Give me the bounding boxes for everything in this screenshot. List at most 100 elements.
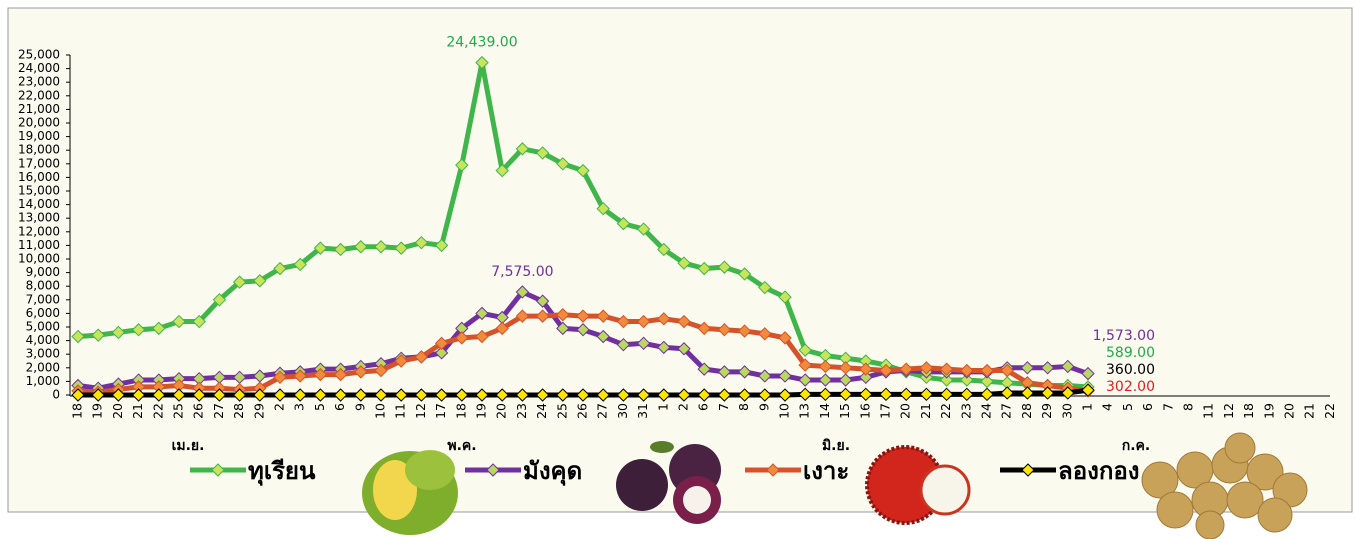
x-tick-label: 3 xyxy=(292,403,307,411)
x-tick-label: 25 xyxy=(171,403,186,419)
y-tick-label: 24,000 xyxy=(18,61,60,75)
x-tick-label: 12 xyxy=(1221,403,1236,419)
x-tick-label: 14 xyxy=(817,403,832,419)
x-tick-label: 21 xyxy=(918,403,933,419)
x-tick-label: 26 xyxy=(575,403,590,419)
y-tick-label: 15,000 xyxy=(18,184,60,198)
y-tick-label: 16,000 xyxy=(18,170,60,184)
month-label: เม.ย. xyxy=(172,438,205,454)
x-tick-label: 18 xyxy=(453,403,468,419)
y-tick-label: 20,000 xyxy=(18,116,60,130)
legend-label: เงาะ xyxy=(803,457,849,485)
x-tick-label: 6 xyxy=(1140,403,1155,411)
y-tick-label: 11,000 xyxy=(18,238,60,252)
y-tick-label: 10,000 xyxy=(18,252,60,266)
y-tick-label: 17,000 xyxy=(18,156,60,170)
data-label: 360.00 xyxy=(1106,362,1155,378)
data-label: 7,575.00 xyxy=(491,264,553,280)
y-tick-label: 21,000 xyxy=(18,102,60,116)
y-tick-label: 13,000 xyxy=(18,211,60,225)
x-tick-label: 15 xyxy=(837,403,852,419)
x-tick-label: 20 xyxy=(898,403,913,419)
y-tick-label: 1,000 xyxy=(26,374,60,388)
data-label: 302.00 xyxy=(1106,379,1155,395)
x-tick-label: 1 xyxy=(655,403,670,411)
x-tick-label: 30 xyxy=(615,403,630,419)
y-tick-label: 5,000 xyxy=(26,320,60,334)
y-tick-label: 25,000 xyxy=(18,48,60,62)
data-label: 1,573.00 xyxy=(1093,328,1155,344)
x-tick-label: 10 xyxy=(373,403,388,419)
x-tick-label: 18 xyxy=(1241,403,1256,419)
y-tick-label: 8,000 xyxy=(26,279,60,293)
x-tick-label: 13 xyxy=(797,403,812,419)
x-tick-label: 23 xyxy=(514,403,529,419)
x-tick-label: 8 xyxy=(1181,403,1196,411)
y-tick-label: 0 xyxy=(52,388,60,402)
x-tick-label: 22 xyxy=(1322,403,1337,419)
y-tick-label: 19,000 xyxy=(18,129,60,143)
data-label: 589.00 xyxy=(1106,345,1155,361)
data-label: 24,439.00 xyxy=(446,35,517,51)
x-tick-label: 2 xyxy=(676,403,691,411)
y-tick-label: 4,000 xyxy=(26,333,60,347)
x-tick-label: 7 xyxy=(716,403,731,411)
x-tick-label: 16 xyxy=(857,403,872,419)
x-tick-label: 23 xyxy=(958,403,973,419)
legend-label: ทุเรียน xyxy=(248,457,316,487)
x-tick-label: 24 xyxy=(979,403,994,419)
x-tick-label: 25 xyxy=(554,403,569,419)
y-tick-label: 12,000 xyxy=(18,224,60,238)
y-tick-label: 22,000 xyxy=(18,88,60,102)
x-tick-label: 27 xyxy=(595,403,610,419)
x-tick-label: 21 xyxy=(130,403,145,419)
x-tick-label: 26 xyxy=(191,403,206,419)
x-tick-label: 29 xyxy=(1039,403,1054,419)
x-tick-label: 11 xyxy=(393,403,408,419)
month-label: มิ.ย. xyxy=(822,438,850,454)
x-tick-label: 6 xyxy=(332,403,347,411)
month-label: พ.ค. xyxy=(447,438,476,454)
x-tick-label: 24 xyxy=(534,403,549,419)
x-tick-label: 19 xyxy=(474,403,489,419)
y-tick-label: 7,000 xyxy=(26,292,60,306)
x-tick-label: 20 xyxy=(494,403,509,419)
y-tick-label: 14,000 xyxy=(18,197,60,211)
x-tick-label: 8 xyxy=(736,403,751,411)
x-tick-label: 30 xyxy=(1059,403,1074,419)
x-tick-label: 27 xyxy=(999,403,1014,419)
x-tick-label: 27 xyxy=(211,403,226,419)
x-tick-label: 9 xyxy=(352,403,367,411)
y-tick-label: 2,000 xyxy=(26,360,60,374)
x-tick-label: 10 xyxy=(777,403,792,419)
x-tick-label: 5 xyxy=(312,403,327,411)
x-tick-label: 6 xyxy=(696,403,711,411)
y-tick-label: 23,000 xyxy=(18,75,60,89)
x-tick-label: 4 xyxy=(1100,403,1115,411)
y-tick-label: 6,000 xyxy=(26,306,60,320)
x-tick-label: 7 xyxy=(1160,403,1175,411)
x-tick-label: 2 xyxy=(272,403,287,411)
x-tick-label: 5 xyxy=(1120,403,1135,411)
x-tick-label: 19 xyxy=(1261,403,1276,419)
x-tick-label: 11 xyxy=(1201,403,1216,419)
x-tick-label: 17 xyxy=(433,403,448,419)
legend-label: ลองกอง xyxy=(1058,457,1140,485)
x-tick-label: 12 xyxy=(413,403,428,419)
x-tick-label: 29 xyxy=(251,403,266,419)
x-tick-label: 31 xyxy=(635,403,650,419)
x-tick-label: 28 xyxy=(231,403,246,419)
x-tick-label: 22 xyxy=(150,403,165,419)
y-tick-label: 3,000 xyxy=(26,347,60,361)
y-tick-label: 9,000 xyxy=(26,265,60,279)
x-tick-label: 20 xyxy=(1282,403,1297,419)
y-tick-label: 18,000 xyxy=(18,143,60,157)
x-tick-label: 28 xyxy=(1019,403,1034,419)
x-tick-label: 17 xyxy=(878,403,893,419)
x-tick-label: 9 xyxy=(756,403,771,411)
x-tick-label: 20 xyxy=(110,403,125,419)
legend-label: มังคุด xyxy=(523,457,582,487)
x-tick-label: 19 xyxy=(90,403,105,419)
x-tick-label: 18 xyxy=(70,403,85,419)
x-tick-label: 1 xyxy=(1080,403,1095,411)
